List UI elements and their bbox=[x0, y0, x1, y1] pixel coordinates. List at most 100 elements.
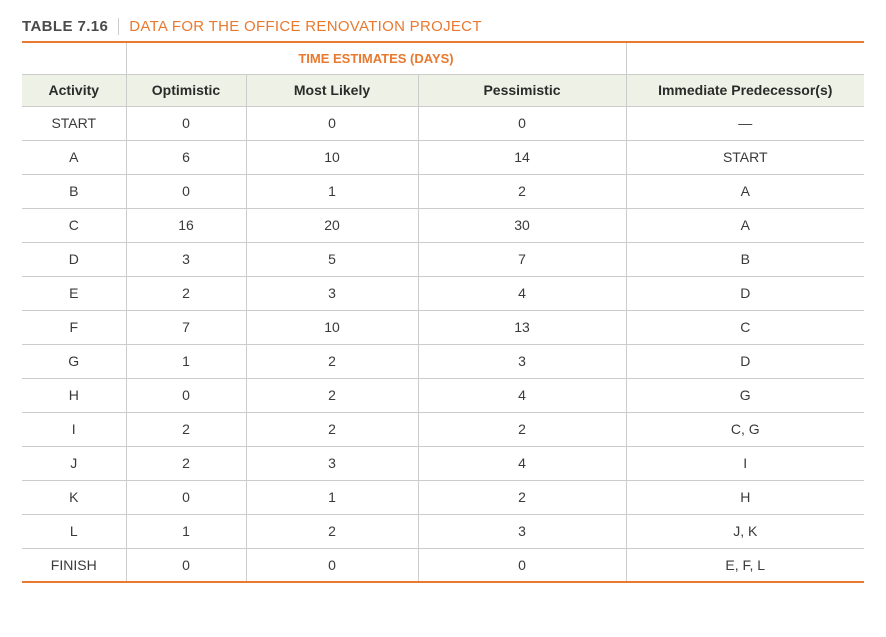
data-table: TIME ESTIMATES (DAYS) ActivityOptimistic… bbox=[22, 41, 864, 583]
table-row: START000— bbox=[22, 106, 864, 140]
cell-optimistic: 6 bbox=[126, 140, 246, 174]
cell-pessimistic: 2 bbox=[418, 412, 626, 446]
cell-predecessor: J, K bbox=[626, 514, 864, 548]
column-header-optimistic: Optimistic bbox=[126, 74, 246, 106]
cell-optimistic: 1 bbox=[126, 344, 246, 378]
column-header-activity: Activity bbox=[22, 74, 126, 106]
cell-most_likely: 20 bbox=[246, 208, 418, 242]
cell-most_likely: 2 bbox=[246, 412, 418, 446]
cell-optimistic: 0 bbox=[126, 548, 246, 582]
column-header-pessimistic: Pessimistic bbox=[418, 74, 626, 106]
column-header-predecessor: Immediate Predecessor(s) bbox=[626, 74, 864, 106]
cell-optimistic: 1 bbox=[126, 514, 246, 548]
group-header-time-estimates: TIME ESTIMATES (DAYS) bbox=[126, 42, 626, 74]
table-row: J234I bbox=[22, 446, 864, 480]
cell-most_likely: 2 bbox=[246, 378, 418, 412]
cell-pessimistic: 3 bbox=[418, 344, 626, 378]
cell-optimistic: 2 bbox=[126, 446, 246, 480]
cell-activity: L bbox=[22, 514, 126, 548]
cell-activity: E bbox=[22, 276, 126, 310]
cell-activity: K bbox=[22, 480, 126, 514]
table-title: DATA FOR THE OFFICE RENOVATION PROJECT bbox=[129, 18, 482, 35]
cell-activity: H bbox=[22, 378, 126, 412]
table-number: TABLE 7.16 bbox=[22, 18, 108, 35]
cell-predecessor: I bbox=[626, 446, 864, 480]
cell-predecessor: G bbox=[626, 378, 864, 412]
cell-most_likely: 3 bbox=[246, 446, 418, 480]
cell-activity: D bbox=[22, 242, 126, 276]
group-header-blank-right bbox=[626, 42, 864, 74]
cell-optimistic: 0 bbox=[126, 378, 246, 412]
cell-most_likely: 5 bbox=[246, 242, 418, 276]
table-row: H024G bbox=[22, 378, 864, 412]
table-row: E234D bbox=[22, 276, 864, 310]
cell-activity: B bbox=[22, 174, 126, 208]
cell-most_likely: 0 bbox=[246, 548, 418, 582]
table-body: START000—A61014STARTB012AC162030AD357BE2… bbox=[22, 106, 864, 582]
cell-predecessor: H bbox=[626, 480, 864, 514]
table-row: I222C, G bbox=[22, 412, 864, 446]
cell-most_likely: 10 bbox=[246, 310, 418, 344]
cell-pessimistic: 4 bbox=[418, 446, 626, 480]
cell-most_likely: 1 bbox=[246, 174, 418, 208]
cell-predecessor: A bbox=[626, 174, 864, 208]
cell-activity: J bbox=[22, 446, 126, 480]
cell-activity: C bbox=[22, 208, 126, 242]
cell-most_likely: 10 bbox=[246, 140, 418, 174]
cell-optimistic: 16 bbox=[126, 208, 246, 242]
cell-most_likely: 1 bbox=[246, 480, 418, 514]
cell-activity: A bbox=[22, 140, 126, 174]
cell-predecessor: C, G bbox=[626, 412, 864, 446]
cell-pessimistic: 4 bbox=[418, 276, 626, 310]
cell-pessimistic: 4 bbox=[418, 378, 626, 412]
caption-divider bbox=[118, 18, 119, 35]
cell-predecessor: D bbox=[626, 276, 864, 310]
cell-pessimistic: 30 bbox=[418, 208, 626, 242]
cell-activity: FINISH bbox=[22, 548, 126, 582]
table-row: G123D bbox=[22, 344, 864, 378]
cell-activity: START bbox=[22, 106, 126, 140]
cell-pessimistic: 2 bbox=[418, 480, 626, 514]
cell-activity: F bbox=[22, 310, 126, 344]
cell-predecessor: D bbox=[626, 344, 864, 378]
cell-pessimistic: 2 bbox=[418, 174, 626, 208]
cell-predecessor: — bbox=[626, 106, 864, 140]
cell-most_likely: 2 bbox=[246, 344, 418, 378]
group-header-row: TIME ESTIMATES (DAYS) bbox=[22, 42, 864, 74]
table-row: A61014START bbox=[22, 140, 864, 174]
cell-optimistic: 7 bbox=[126, 310, 246, 344]
cell-pessimistic: 3 bbox=[418, 514, 626, 548]
cell-pessimistic: 0 bbox=[418, 548, 626, 582]
column-header-row: ActivityOptimisticMost LikelyPessimistic… bbox=[22, 74, 864, 106]
cell-most_likely: 3 bbox=[246, 276, 418, 310]
cell-activity: I bbox=[22, 412, 126, 446]
table-row: K012H bbox=[22, 480, 864, 514]
cell-pessimistic: 14 bbox=[418, 140, 626, 174]
cell-predecessor: E, F, L bbox=[626, 548, 864, 582]
table-caption: TABLE 7.16 DATA FOR THE OFFICE RENOVATIO… bbox=[22, 18, 864, 35]
cell-predecessor: START bbox=[626, 140, 864, 174]
cell-most_likely: 2 bbox=[246, 514, 418, 548]
cell-optimistic: 0 bbox=[126, 174, 246, 208]
column-header-most_likely: Most Likely bbox=[246, 74, 418, 106]
group-header-blank-left bbox=[22, 42, 126, 74]
cell-optimistic: 0 bbox=[126, 106, 246, 140]
cell-predecessor: C bbox=[626, 310, 864, 344]
cell-pessimistic: 7 bbox=[418, 242, 626, 276]
table-row: F71013C bbox=[22, 310, 864, 344]
table-row: B012A bbox=[22, 174, 864, 208]
cell-pessimistic: 13 bbox=[418, 310, 626, 344]
cell-optimistic: 2 bbox=[126, 276, 246, 310]
cell-optimistic: 0 bbox=[126, 480, 246, 514]
cell-predecessor: A bbox=[626, 208, 864, 242]
table-row: L123J, K bbox=[22, 514, 864, 548]
cell-optimistic: 2 bbox=[126, 412, 246, 446]
table-row: C162030A bbox=[22, 208, 864, 242]
cell-optimistic: 3 bbox=[126, 242, 246, 276]
cell-most_likely: 0 bbox=[246, 106, 418, 140]
table-row: FINISH000E, F, L bbox=[22, 548, 864, 582]
cell-pessimistic: 0 bbox=[418, 106, 626, 140]
table-row: D357B bbox=[22, 242, 864, 276]
cell-activity: G bbox=[22, 344, 126, 378]
cell-predecessor: B bbox=[626, 242, 864, 276]
